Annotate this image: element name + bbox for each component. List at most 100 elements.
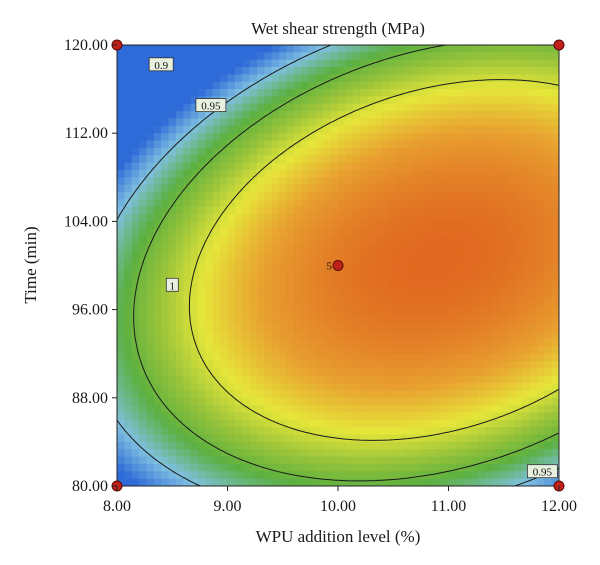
heatmap-cell xyxy=(404,81,413,90)
heatmap-cell xyxy=(227,309,236,318)
heatmap-cell xyxy=(264,67,273,75)
heatmap-cell xyxy=(477,177,486,186)
heatmap-cell xyxy=(441,287,450,296)
heatmap-cell xyxy=(323,81,332,90)
heatmap-cell xyxy=(153,236,162,245)
heatmap-cell xyxy=(455,228,464,237)
heatmap-cell xyxy=(220,147,229,156)
heatmap-cell xyxy=(153,339,162,347)
heatmap-cell xyxy=(536,81,545,90)
heatmap-cell xyxy=(271,199,280,208)
heatmap-cell xyxy=(249,155,258,164)
x-axis: 8.00 9.00 10.00 11.00 12.00 xyxy=(103,486,577,515)
heatmap-cell xyxy=(470,206,479,215)
heatmap-cell xyxy=(279,441,288,450)
heatmap-cell xyxy=(279,331,288,340)
heatmap-cell xyxy=(551,368,559,377)
heatmap-cell xyxy=(404,162,413,171)
heatmap-cell xyxy=(293,214,302,222)
heatmap-cell xyxy=(124,427,133,436)
heatmap-cell xyxy=(315,280,324,289)
heatmap-cell xyxy=(441,103,450,112)
heatmap-cell xyxy=(198,294,206,303)
heatmap-cell xyxy=(256,427,265,436)
heatmap-cell xyxy=(227,81,236,90)
heatmap-cell xyxy=(220,361,229,369)
heatmap-cell xyxy=(227,434,236,443)
heatmap-cell xyxy=(485,412,494,421)
heatmap-cell xyxy=(234,118,243,127)
heatmap-cell xyxy=(551,353,559,362)
heatmap-cell xyxy=(227,412,236,421)
heatmap-cell xyxy=(374,74,383,83)
heatmap-cell xyxy=(153,405,162,414)
heatmap-cell xyxy=(183,463,192,472)
heatmap-cell xyxy=(234,59,243,68)
heatmap-cell xyxy=(256,280,265,289)
heatmap-cell xyxy=(448,463,457,472)
heatmap-cell xyxy=(382,412,391,421)
heatmap-cell xyxy=(264,383,273,392)
heatmap-cell xyxy=(212,52,221,61)
heatmap-cell xyxy=(323,206,332,215)
heatmap-cell xyxy=(441,375,450,384)
heatmap-cell xyxy=(293,140,302,149)
contour-label: 1 xyxy=(170,280,176,292)
heatmap-cell xyxy=(345,456,354,465)
heatmap-cell xyxy=(441,52,450,61)
heatmap-cell xyxy=(175,52,184,61)
heatmap-cell xyxy=(529,199,538,208)
heatmap-cell xyxy=(396,331,405,340)
heatmap-cell xyxy=(139,169,148,178)
heatmap-cell xyxy=(153,471,162,480)
heatmap-cell xyxy=(463,96,472,105)
heatmap-cell xyxy=(198,471,206,480)
heatmap-cell xyxy=(544,243,553,252)
heatmap-cell xyxy=(477,45,486,53)
heatmap-cell xyxy=(338,478,346,486)
heatmap-cell xyxy=(286,221,295,230)
heatmap-cell xyxy=(168,434,177,443)
heatmap-cell xyxy=(477,383,486,392)
heatmap-cell xyxy=(168,236,177,245)
heatmap-cell xyxy=(279,125,288,134)
heatmap-cell xyxy=(500,339,509,347)
heatmap-cell xyxy=(234,162,243,171)
heatmap-cell xyxy=(308,214,317,222)
heatmap-cell xyxy=(448,125,457,134)
heatmap-cell xyxy=(522,192,531,200)
heatmap-cell xyxy=(301,434,310,443)
heatmap-cell xyxy=(382,52,391,61)
heatmap-cell xyxy=(323,324,332,333)
contour-label-box xyxy=(527,464,558,479)
heatmap-cell xyxy=(477,316,486,325)
heatmap-cell xyxy=(404,331,413,340)
heatmap-cell xyxy=(455,302,464,311)
heatmap-cell xyxy=(463,265,472,274)
heatmap-cell xyxy=(271,449,280,458)
heatmap-cell xyxy=(441,45,450,53)
heatmap-cell xyxy=(271,456,280,465)
heatmap-cell xyxy=(514,52,523,61)
heatmap-cell xyxy=(433,331,442,340)
heatmap-cell xyxy=(544,118,553,127)
heatmap-cell xyxy=(551,111,559,120)
heatmap-cell xyxy=(264,162,273,171)
heatmap-cell xyxy=(500,361,509,369)
heatmap-cell xyxy=(146,52,155,61)
heatmap-cell xyxy=(242,169,251,178)
heatmap-cell xyxy=(161,441,170,450)
heatmap-cell xyxy=(161,133,170,142)
heatmap-cell xyxy=(175,324,184,333)
heatmap-cell xyxy=(485,155,494,164)
heatmap-cell xyxy=(234,434,243,443)
heatmap-cell xyxy=(286,324,295,333)
heatmap-cell xyxy=(161,125,170,134)
heatmap-cell xyxy=(117,177,125,186)
heatmap-cell xyxy=(470,155,479,164)
heatmap-cell xyxy=(426,302,435,311)
heatmap-cell xyxy=(382,456,391,465)
heatmap-cell xyxy=(477,155,486,164)
heatmap-cell xyxy=(301,125,310,134)
heatmap-cell xyxy=(360,287,369,296)
